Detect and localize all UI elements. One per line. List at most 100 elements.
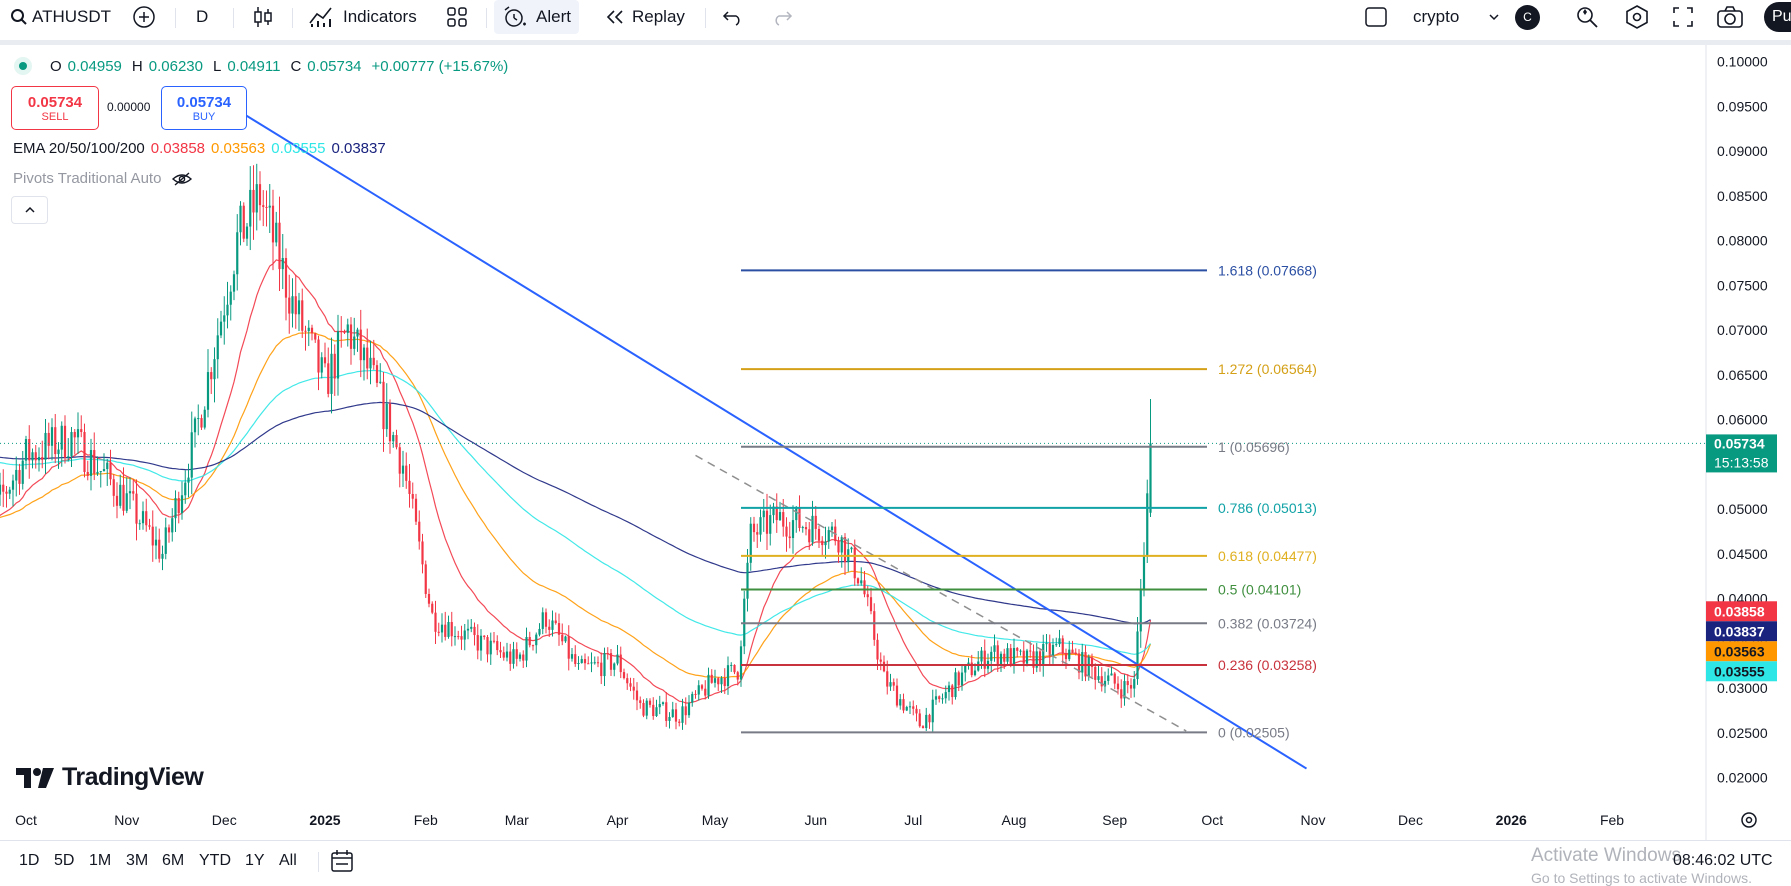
layout-name-button[interactable]: crypto bbox=[1413, 0, 1459, 34]
candle bbox=[457, 630, 460, 640]
last-price-tag-value: 0.05734 bbox=[1714, 435, 1765, 451]
fib-label-1-272: 1.272 (0.06564) bbox=[1218, 361, 1317, 377]
chart-type-button[interactable] bbox=[252, 0, 274, 34]
sell-button[interactable]: 0.05734 SELL bbox=[11, 86, 99, 130]
range-all[interactable]: All bbox=[279, 852, 297, 869]
collapse-legend-button[interactable] bbox=[11, 196, 48, 224]
candle bbox=[213, 347, 216, 403]
candle bbox=[899, 694, 902, 710]
alert-button[interactable]: Alert bbox=[494, 0, 579, 34]
layouts-button[interactable] bbox=[446, 0, 468, 34]
x-tick-label: Jun bbox=[804, 812, 827, 828]
publish-button[interactable]: Pu bbox=[1764, 0, 1791, 34]
candle bbox=[265, 190, 268, 227]
tradingview-logo[interactable]: TradingView bbox=[16, 763, 204, 792]
candle-body bbox=[275, 222, 278, 243]
replay-button[interactable]: Replay bbox=[604, 0, 685, 34]
candle-body bbox=[749, 523, 752, 563]
gear-hub bbox=[1745, 816, 1753, 824]
candle bbox=[411, 482, 414, 509]
candle-body bbox=[50, 427, 54, 446]
candle bbox=[775, 493, 778, 533]
candle-body bbox=[437, 631, 440, 633]
candle bbox=[119, 474, 122, 509]
buy-price: 0.05734 bbox=[176, 93, 232, 111]
candle-body bbox=[821, 540, 824, 546]
eye-crossed-icon[interactable] bbox=[171, 171, 193, 187]
candle-body bbox=[593, 662, 596, 664]
range-1y[interactable]: 1Y bbox=[245, 852, 265, 869]
snapshot-button[interactable] bbox=[1716, 0, 1744, 34]
candle bbox=[762, 498, 765, 532]
compare-button[interactable] bbox=[132, 0, 156, 34]
candle bbox=[314, 332, 317, 343]
candle bbox=[886, 660, 889, 695]
candle bbox=[921, 725, 925, 729]
candle bbox=[668, 712, 671, 729]
pivots-indicator-legend[interactable]: Pivots Traditional Auto bbox=[13, 170, 193, 187]
candle bbox=[619, 646, 622, 679]
candle bbox=[1071, 640, 1074, 653]
search-sparkle-icon bbox=[1577, 7, 1598, 28]
utc-clock[interactable]: 08:46:02 UTC bbox=[1673, 852, 1773, 869]
range-5d[interactable]: 5D bbox=[54, 852, 75, 869]
candle bbox=[574, 645, 577, 667]
fib-label-1-618: 1.618 (0.07668) bbox=[1218, 262, 1317, 278]
candle bbox=[151, 510, 154, 562]
candle bbox=[18, 463, 21, 495]
candle bbox=[366, 328, 369, 380]
layout-dropdown[interactable] bbox=[1487, 0, 1501, 34]
ema200-line bbox=[0, 401, 1151, 625]
candle-body bbox=[671, 709, 674, 718]
indicators-button[interactable]: Indicators bbox=[308, 0, 417, 34]
fib-label-1: 1 (0.05696) bbox=[1218, 439, 1290, 455]
candle-body bbox=[804, 527, 808, 530]
range-1m[interactable]: 1M bbox=[89, 852, 112, 869]
candle bbox=[356, 327, 359, 352]
candle-body bbox=[60, 425, 63, 450]
fullscreen-button[interactable] bbox=[1671, 0, 1695, 34]
candle bbox=[242, 202, 245, 243]
candle bbox=[427, 588, 431, 608]
candle-body bbox=[616, 654, 619, 664]
candle bbox=[1058, 629, 1061, 647]
interval-button[interactable]: D bbox=[196, 0, 208, 34]
candle-body bbox=[70, 432, 73, 457]
candle bbox=[535, 632, 538, 654]
candle-body bbox=[362, 347, 366, 361]
symbol-search-button[interactable]: ATHUSDT bbox=[10, 0, 111, 34]
undo-button[interactable] bbox=[722, 0, 744, 34]
ema-indicator-legend[interactable]: EMA 20/50/100/200 0.03858 0.03563 0.0355… bbox=[13, 140, 386, 157]
candle bbox=[590, 652, 593, 673]
redo-button[interactable] bbox=[771, 0, 793, 34]
range-ytd[interactable]: YTD bbox=[199, 852, 231, 869]
candle-body bbox=[639, 700, 642, 703]
candle-body bbox=[648, 700, 652, 705]
candle bbox=[122, 467, 125, 516]
range-3m[interactable]: 3M bbox=[126, 852, 149, 869]
candle-body bbox=[840, 537, 843, 553]
date-range-icon[interactable] bbox=[329, 848, 355, 874]
candle-body bbox=[769, 515, 772, 534]
range-6m[interactable]: 6M bbox=[162, 852, 185, 869]
price-chart[interactable]: 1.618 (0.07668) 1.272 (0.06564) 1 (0.05696… bbox=[0, 45, 1791, 840]
candle bbox=[960, 665, 964, 691]
settings-button[interactable] bbox=[1624, 0, 1650, 34]
square-icon bbox=[1365, 7, 1387, 27]
candle bbox=[587, 656, 590, 665]
candle-body bbox=[203, 409, 206, 428]
x-tick-label: Nov bbox=[1301, 812, 1326, 828]
account-button[interactable]: C bbox=[1515, 0, 1540, 34]
candle-body bbox=[223, 315, 226, 322]
candle-body bbox=[372, 357, 375, 366]
quick-search-button[interactable] bbox=[1574, 0, 1600, 34]
range-1d[interactable]: 1D bbox=[19, 852, 40, 869]
candle bbox=[200, 414, 203, 431]
candle bbox=[320, 352, 323, 379]
candle bbox=[1107, 668, 1110, 685]
candle-body bbox=[674, 709, 678, 722]
candle bbox=[801, 525, 804, 533]
candle-body bbox=[154, 539, 158, 546]
layout-select-button[interactable] bbox=[1364, 0, 1388, 34]
buy-button[interactable]: 0.05734 BUY bbox=[161, 86, 247, 130]
